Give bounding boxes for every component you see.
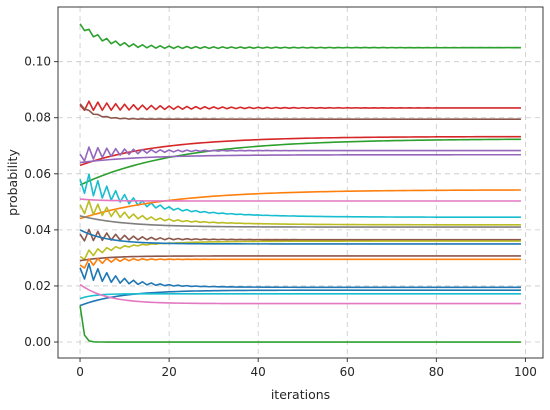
series-line-7 bbox=[79, 153, 521, 164]
x-tick-label: 80 bbox=[429, 365, 444, 379]
series-line-17 bbox=[79, 257, 521, 269]
series-line-10 bbox=[79, 198, 521, 202]
y-axis-label: probability bbox=[5, 149, 20, 216]
x-tick-label: 40 bbox=[251, 365, 266, 379]
series-line-11 bbox=[79, 199, 521, 226]
series-line-13 bbox=[79, 228, 521, 242]
series-line-8 bbox=[79, 173, 521, 219]
series-line-16 bbox=[79, 255, 521, 262]
x-axis: 0 20 40 60 80 100 bbox=[76, 358, 537, 379]
series-lines bbox=[79, 23, 521, 343]
x-tick-label: 20 bbox=[161, 365, 176, 379]
series-line-5 bbox=[79, 138, 521, 186]
x-axis-label: iterations bbox=[271, 387, 330, 402]
series-line-15 bbox=[79, 229, 521, 245]
series-line-1 bbox=[79, 23, 521, 50]
series-line-4 bbox=[79, 135, 521, 167]
series-line-2 bbox=[79, 100, 521, 112]
y-tick-label: 0.00 bbox=[24, 335, 51, 349]
series-line-18 bbox=[79, 262, 521, 289]
y-tick-label: 0.04 bbox=[24, 223, 51, 237]
x-tick-label: 0 bbox=[76, 365, 84, 379]
y-tick-label: 0.06 bbox=[24, 167, 51, 181]
series-line-22 bbox=[79, 305, 521, 343]
series-line-12 bbox=[79, 215, 521, 228]
series-line-6 bbox=[79, 146, 521, 162]
series-line-14 bbox=[79, 240, 521, 261]
x-tick-label: 60 bbox=[340, 365, 355, 379]
series-line-21 bbox=[79, 283, 521, 305]
series-line-19 bbox=[79, 289, 521, 307]
y-tick-label: 0.02 bbox=[24, 279, 51, 293]
plot-frame bbox=[57, 6, 544, 359]
series-line-3 bbox=[79, 103, 521, 121]
grid bbox=[58, 7, 543, 358]
x-tick-label: 100 bbox=[514, 365, 537, 379]
y-axis: 0.00 0.02 0.04 0.06 0.08 0.10 bbox=[24, 55, 58, 349]
series-line-20 bbox=[79, 292, 521, 300]
series-line-9 bbox=[79, 189, 521, 220]
y-tick-label: 0.08 bbox=[24, 111, 51, 125]
y-tick-label: 0.10 bbox=[24, 55, 51, 69]
